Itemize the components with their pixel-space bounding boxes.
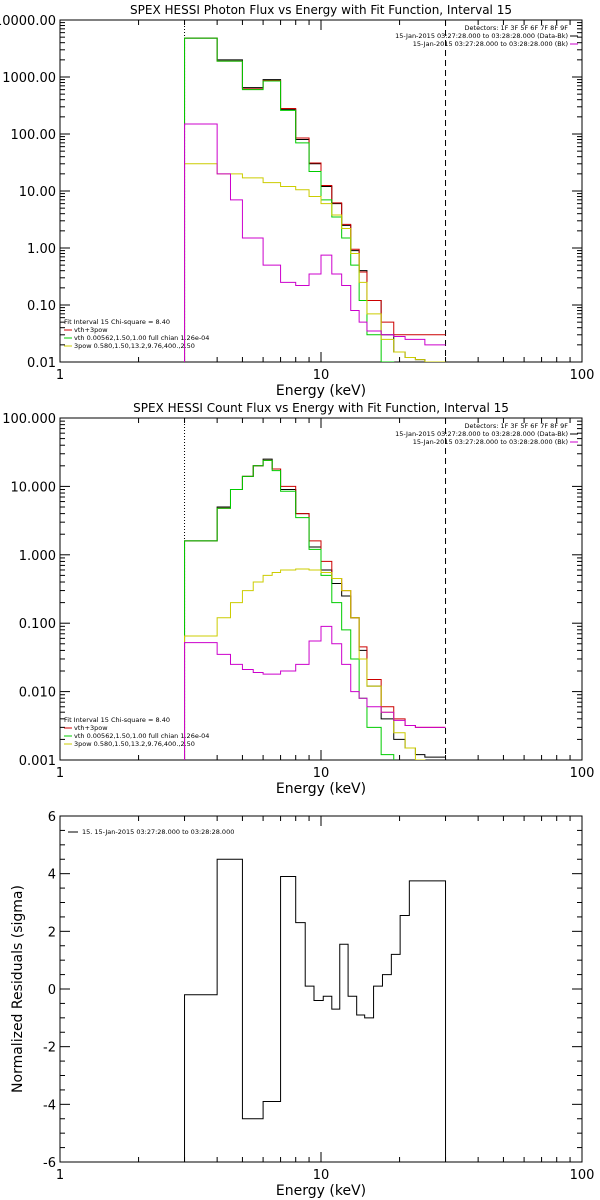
y-tick-label: 10.000 (11, 480, 57, 495)
x-tick-label: 100 (570, 368, 595, 383)
series-line-3 (184, 163, 446, 362)
y-tick-label: 0.001 (19, 754, 56, 769)
count-flux-panel: SPEX HESSI Count Flux vs Energy with Fit… (2, 401, 595, 797)
x-tick-label: 1 (56, 1168, 64, 1183)
y-tick-label: 6 (48, 810, 56, 825)
x-tick-label: 1 (56, 368, 64, 383)
legend-top-entry: 15-Jan-2015 03:27:28.000 to 03:28:28.000… (413, 438, 568, 446)
y-tick-label: 100.000 (2, 412, 56, 427)
y-tick-label: 1.00 (27, 242, 56, 257)
series-line-0 (184, 858, 447, 1162)
y-tick-label: -6 (43, 1156, 56, 1171)
legend-bottom-entry: vth 0.00562,1.50,1.00 full chian 1.26e-0… (74, 732, 209, 740)
series-line-2 (184, 459, 395, 760)
residuals-panel: 1 10 100 Energy (keV) -6 -4 -2 0 2 4 6 Normalized R… (10, 810, 594, 1199)
y-tick-label: 0 (48, 983, 56, 998)
legend-bottom-entry: 3pow 0.580,1.50,13.2,9.76,400.,2.50 (74, 740, 195, 748)
plot-frame (59, 417, 583, 761)
legend-bottom-entry: Fit Interval 15 Chi-square = 8.40 (64, 716, 170, 724)
x-axis-label: Energy (keV) (276, 781, 366, 797)
chart-title: SPEX HESSI Count Flux vs Energy with Fit… (133, 401, 509, 415)
y-tick-label: 4 (48, 868, 56, 883)
series-line-3 (184, 568, 426, 760)
series-line-4 (184, 625, 446, 760)
legend-top-entry: Detectors: 1F 3F 5F 6F 7F 8F 9F (465, 24, 569, 32)
y-tick-label: 0.100 (19, 617, 56, 632)
legend-bottom-entry: Fit Interval 15 Chi-square = 8.40 (64, 318, 170, 326)
y-tick-label: 0.10 (27, 299, 56, 314)
y-tick-label: 1.000 (19, 549, 56, 564)
x-axis-label: Energy (keV) (276, 383, 366, 399)
x-tick-label: 10 (313, 1168, 330, 1183)
y-tick-label: 100.00 (11, 128, 57, 143)
chart-title: SPEX HESSI Photon Flux vs Energy with Fi… (130, 3, 512, 17)
y-tick-label: 10.00 (19, 185, 56, 200)
legend-top-entry: 15-Jan-2015 03:27:28.000 to 03:28:28.000… (395, 430, 568, 438)
series-line-2 (184, 37, 395, 362)
x-axis-label: Energy (keV) (276, 1183, 366, 1199)
y-tick-label: 10000.00 (0, 14, 56, 29)
plot-frame (59, 815, 583, 1163)
legend-bottom-entry: vth+3pow (74, 724, 108, 732)
y-tick-label: 0.01 (27, 356, 56, 371)
legend-bottom-entry: vth+3pow (74, 326, 108, 334)
x-tick-label: 100 (570, 766, 595, 781)
y-tick-label: -2 (43, 1041, 56, 1056)
x-tick-label: 1 (56, 766, 64, 781)
legend-top-entry: 15-Jan-2015 03:27:28.000 to 03:28:28.000… (395, 32, 568, 40)
photon-flux-panel: SPEX HESSI Photon Flux vs Energy with Fi… (0, 3, 595, 399)
legend-bottom-entry: 3pow 0.580,1.50,13.2,9.76,400.,2.50 (74, 342, 195, 350)
legend-bottom-entry: vth 0.00562,1.50,1.00 full chian 1.26e-0… (74, 334, 209, 342)
legend-entry: 15. 15-Jan-2015 03:27:28.000 to 03:28:28… (82, 828, 234, 836)
legend-top-entry: Detectors: 1F 3F 5F 6F 7F 8F 9F (465, 422, 569, 430)
y-axis-label: Normalized Residuals (sigma) (10, 885, 26, 1093)
y-tick-label: 2 (48, 925, 56, 940)
y-tick-label: 1000.00 (2, 71, 56, 86)
x-tick-label: 100 (570, 1168, 595, 1183)
y-tick-label: 0.010 (19, 686, 56, 701)
x-tick-label: 10 (313, 368, 330, 383)
legend-top-entry: 15-Jan-2015 03:27:28.000 to 03:28:28.000… (413, 40, 568, 48)
x-tick-label: 10 (313, 766, 330, 781)
series-line-4 (184, 123, 446, 362)
y-tick-label: -4 (43, 1098, 56, 1113)
